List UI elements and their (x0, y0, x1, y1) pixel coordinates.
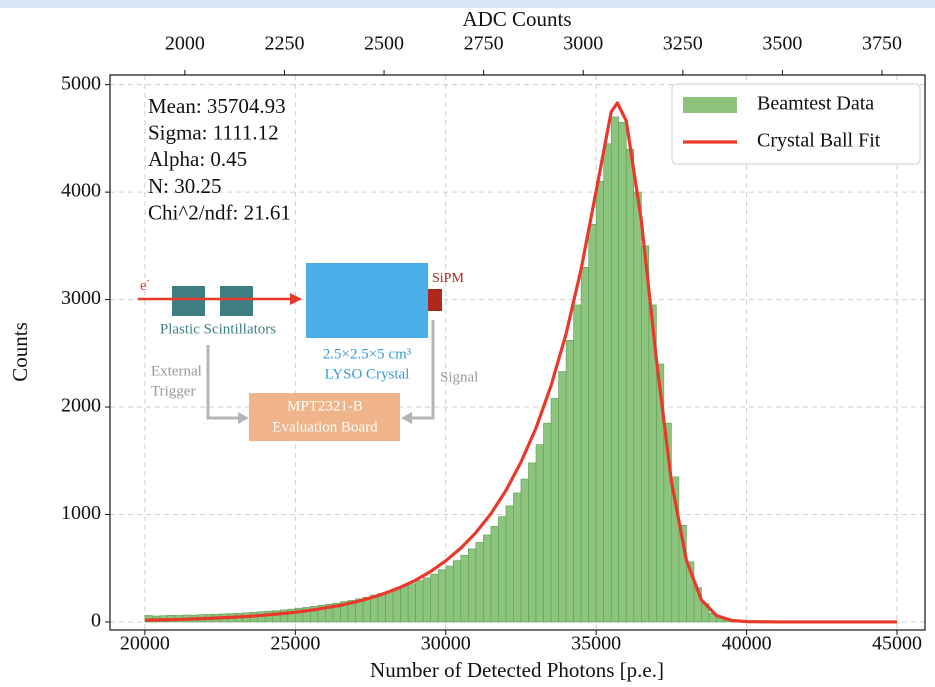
x-tick-label: 35000 (571, 633, 621, 655)
histogram-bar (543, 422, 552, 623)
histogram-bar (430, 573, 439, 623)
histogram-bar (640, 245, 650, 623)
arrow-head (238, 412, 249, 424)
x2-tick-label: 2500 (364, 33, 404, 55)
legend-label: Beamtest Data (757, 93, 874, 115)
histogram-bar (422, 577, 432, 623)
histogram-bar (603, 143, 612, 623)
arrow-head (401, 412, 412, 424)
histogram-bar (565, 340, 574, 623)
histogram-bar (452, 560, 462, 623)
histogram-bar (490, 526, 499, 623)
fit-annotation: N: 30.25 (148, 174, 222, 198)
x2-tick-label: 3750 (862, 33, 902, 55)
histogram-bar (437, 569, 447, 623)
fit-annotation: Mean: 35704.93 (148, 94, 286, 118)
histogram-bar (505, 505, 514, 623)
window-band (0, 0, 935, 8)
x-tick-label: 45000 (872, 633, 922, 655)
histogram-bar (513, 492, 522, 623)
y-axis-label: Counts (8, 322, 32, 382)
legend-swatch (683, 97, 737, 113)
histogram-bar (580, 267, 589, 623)
histogram-bar (573, 304, 582, 623)
fit-annotation: Alpha: 0.45 (148, 147, 247, 171)
y-tick-label: 3000 (61, 287, 101, 309)
y-tick-label: 1000 (61, 502, 101, 524)
histogram-bar (445, 565, 454, 623)
histogram-bar (520, 478, 529, 623)
x2-tick-label: 2250 (264, 33, 304, 55)
histogram-bar (550, 398, 559, 623)
trigger-label: Trigger (151, 383, 195, 399)
histogram-bar (625, 148, 635, 623)
y-tick-label: 5000 (61, 72, 101, 94)
x2-tick-label: 3000 (563, 33, 603, 55)
plot-frame (109, 74, 926, 631)
histogram-bar (618, 121, 627, 623)
x-tick-label: 20000 (120, 633, 170, 655)
x2-tick-label: 3500 (762, 33, 802, 55)
scintillator-box (172, 286, 205, 316)
histogram-bar (558, 371, 567, 623)
setup-diagram: e- SiPM Plastic Scintillators 2.5×2.5×5 … (138, 263, 478, 441)
x2-tick-label: 3250 (663, 33, 703, 55)
histogram-bar (588, 224, 597, 623)
x2-tick-label: 2750 (464, 33, 504, 55)
sipm-label: SiPM (432, 271, 464, 286)
fit-line (144, 101, 898, 624)
histogram-bar (400, 586, 409, 623)
trigger-label: External (151, 363, 202, 379)
histogram-bar (385, 591, 394, 623)
histogram-bar (498, 516, 507, 623)
particle-charge: - (147, 275, 150, 285)
histogram-bar (528, 462, 537, 623)
histogram-bar (392, 588, 401, 623)
histogram-bar (595, 181, 604, 623)
signal-arrow (410, 320, 435, 420)
histogram-bar (377, 593, 386, 623)
trigger-arrow (206, 345, 240, 420)
x2-tick-label: 2000 (165, 33, 205, 55)
y-tick-label: 2000 (61, 395, 101, 417)
beam-arrow (290, 293, 302, 305)
histogram-bar (610, 116, 620, 623)
histogram-bar (415, 580, 424, 623)
x2-axis-label: ADC Counts (462, 7, 571, 31)
histogram-bar (475, 542, 484, 623)
plot-area: 20000 25000 30000 35000 40000 45000 0 1000 2000 3… (61, 33, 926, 655)
signal-label: Signal (440, 369, 478, 385)
histogram-bar (535, 444, 544, 623)
particle-label: e- (140, 275, 150, 294)
board-box (249, 393, 400, 441)
crystal-size: 2.5×2.5×5 cm³ (323, 346, 412, 362)
histogram-bar (633, 191, 642, 623)
board-label: MPT2321-B (287, 398, 363, 414)
scintillator-box (220, 286, 253, 316)
fit-annotation: Chi^2/ndf: 21.61 (148, 201, 291, 225)
scintillator-label: Plastic Scintillators (160, 321, 276, 337)
histogram-bar (483, 534, 492, 623)
histogram-bar (468, 548, 477, 623)
histogram-bar (407, 583, 416, 623)
particle: e (140, 278, 147, 294)
legend-label: Crystal Ball Fit (757, 130, 881, 152)
sipm-box (428, 289, 442, 311)
x-tick-label: 40000 (722, 633, 772, 655)
x-axis-label: Number of Detected Photons [p.e.] (370, 658, 664, 682)
x-tick-label: 30000 (421, 633, 471, 655)
x-tick-label: 25000 (270, 633, 320, 655)
crystal-box (306, 263, 428, 338)
y-tick-label: 0 (91, 610, 101, 632)
crystal-label: LYSO Crystal (325, 366, 410, 382)
histogram-bar (460, 555, 469, 623)
y-tick-label: 4000 (61, 180, 101, 202)
board-label: Evaluation Board (272, 419, 378, 435)
fit-annotation: Sigma: 1111.12 (148, 121, 279, 145)
